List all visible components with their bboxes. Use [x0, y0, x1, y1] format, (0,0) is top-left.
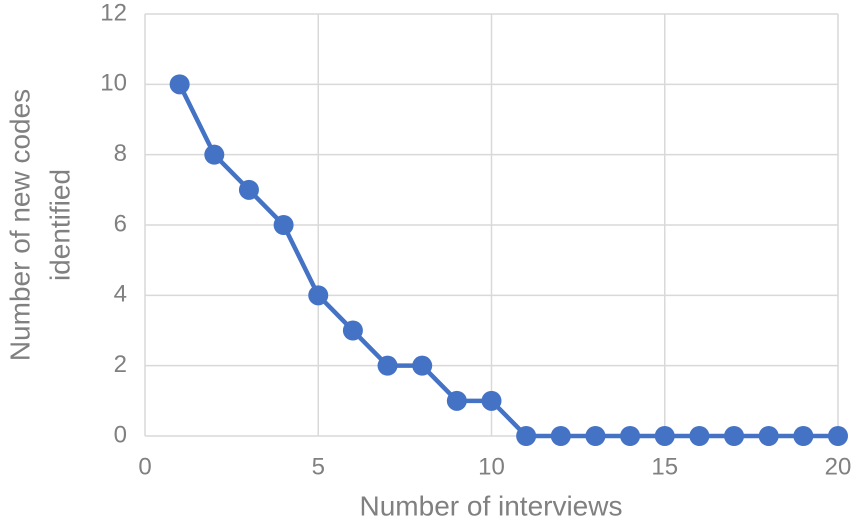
x-axis-label: Number of interviews	[360, 490, 623, 521]
y-tick-label: 4	[114, 281, 127, 308]
marker	[377, 355, 398, 376]
line	[177, 83, 838, 439]
marker	[516, 426, 537, 446]
x-tick-label: 10	[478, 453, 505, 480]
marker	[273, 215, 294, 235]
marker	[689, 426, 710, 446]
marker	[342, 320, 363, 341]
x-tick-label: 0	[138, 453, 151, 480]
y-axis-label-line: Number of new codes	[4, 89, 35, 361]
marker	[481, 390, 502, 411]
marker	[793, 426, 814, 446]
x-tick-label: 5	[312, 453, 325, 480]
marker	[308, 285, 329, 306]
marker	[238, 179, 259, 200]
y-axis-label-line: identified	[44, 169, 75, 281]
marker	[724, 426, 745, 446]
y-tick-label: 0	[114, 421, 127, 448]
marker	[620, 426, 641, 446]
marker	[550, 426, 571, 446]
y-tick-label: 2	[114, 351, 127, 378]
marker	[169, 74, 190, 95]
y-axis-label: Number of new codes identified	[4, 89, 75, 361]
marker	[446, 390, 467, 411]
y-tick-label: 8	[114, 140, 127, 167]
x-tick-label: 20	[825, 453, 852, 480]
marker	[204, 144, 225, 165]
marker	[828, 426, 848, 446]
marker	[412, 355, 433, 376]
marker	[585, 426, 606, 446]
y-tick-label: 12	[100, 0, 127, 26]
x-tick-label: 15	[651, 453, 678, 480]
y-tick-label: 10	[100, 70, 127, 97]
marker	[654, 426, 675, 446]
y-tick-label: 6	[114, 210, 127, 237]
marker	[758, 426, 779, 446]
